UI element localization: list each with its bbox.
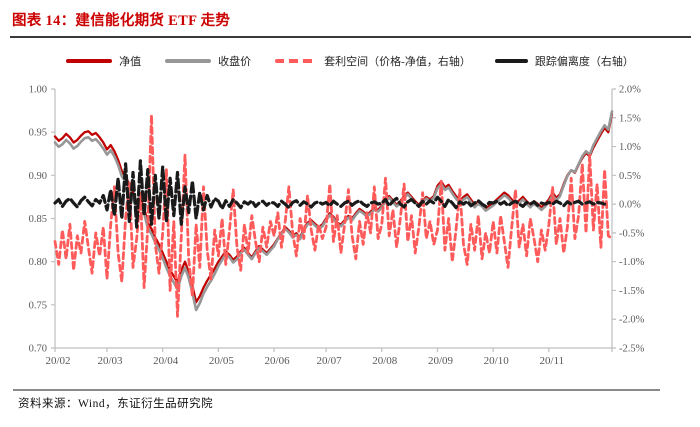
svg-text:-1.0%: -1.0% [619, 257, 645, 268]
legend-item-nav: 净值 [66, 53, 141, 69]
svg-text:20/08: 20/08 [372, 355, 398, 367]
svg-text:0.95: 0.95 [29, 128, 47, 139]
svg-text:0.85: 0.85 [29, 214, 47, 225]
legend-item-close: 收盘价 [165, 53, 251, 69]
svg-text:0.80: 0.80 [29, 257, 47, 268]
legend-label-close: 收盘价 [218, 56, 252, 68]
svg-text:20/05: 20/05 [209, 355, 235, 367]
tracking-line-swatch-icon [494, 58, 528, 64]
svg-text:0.0%: 0.0% [619, 200, 641, 211]
close-line-swatch-icon [165, 59, 212, 63]
legend-item-arbitrage: 套利空间（价格-净值，右轴） [275, 53, 471, 69]
svg-text:1.5%: 1.5% [619, 113, 641, 124]
svg-text:1.0%: 1.0% [619, 142, 641, 153]
svg-text:-1.5%: -1.5% [619, 286, 645, 297]
chart-legend: 净值 收盘价 套利空间（价格-净值，右轴） 跟踪偏离度（右轴） [0, 53, 700, 69]
legend-label-arbitrage: 套利空间（价格-净值，右轴） [324, 56, 471, 68]
svg-text:-2.5%: -2.5% [619, 344, 645, 355]
svg-text:20/07: 20/07 [317, 355, 343, 367]
svg-text:-2.0%: -2.0% [619, 315, 645, 326]
source-note: 资料来源：Wind，东证衍生品研究院 [18, 398, 214, 410]
svg-text:20/09: 20/09 [428, 355, 454, 367]
svg-text:0.5%: 0.5% [619, 171, 641, 182]
legend-item-tracking: 跟踪偏离度（右轴） [494, 53, 634, 69]
svg-text:20/02: 20/02 [45, 355, 70, 367]
legend-label-tracking: 跟踪偏离度（右轴） [534, 56, 634, 68]
svg-text:20/03: 20/03 [97, 355, 123, 367]
svg-text:0.75: 0.75 [29, 300, 47, 311]
svg-text:20/04: 20/04 [153, 355, 179, 367]
figure-title: 图表 14：建信能化期货 ETF 走势 [12, 13, 231, 29]
svg-text:20/06: 20/06 [265, 355, 291, 367]
svg-text:0.90: 0.90 [29, 171, 47, 182]
svg-text:20/10: 20/10 [484, 355, 510, 367]
svg-text:0.70: 0.70 [29, 344, 47, 355]
footer-divider [13, 389, 660, 391]
svg-text:1.00: 1.00 [29, 85, 47, 96]
svg-text:20/11: 20/11 [540, 355, 565, 367]
legend-label-nav: 净值 [119, 56, 142, 68]
arbitrage-dash-swatch-icon [275, 59, 318, 63]
title-divider [10, 36, 691, 38]
svg-text:2.0%: 2.0% [619, 85, 641, 96]
svg-text:-0.5%: -0.5% [619, 228, 645, 239]
nav-line-swatch-icon [66, 59, 113, 63]
